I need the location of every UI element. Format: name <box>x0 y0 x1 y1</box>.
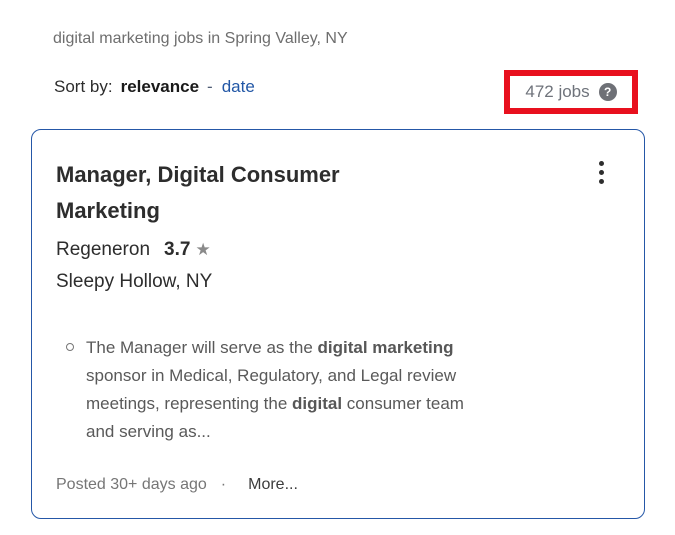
snippet-segment: The Manager will serve as the <box>86 338 318 357</box>
sort-by-label: Sort by: <box>54 77 113 96</box>
sort-bar: Sort by: relevance - date <box>54 75 255 99</box>
footer-separator: · <box>220 476 227 493</box>
job-count: 472 jobs <box>525 82 590 101</box>
company-row: Regeneron 3.7 ★ <box>56 234 620 266</box>
sort-separator: - <box>207 77 213 96</box>
snippet-segment: consumer team and serving as... <box>86 394 464 441</box>
posted-date: Posted 30+ days ago <box>56 476 207 493</box>
snippet-text: The Manager will serve as the digital ma… <box>86 334 496 446</box>
job-card-footer: Posted 30+ days ago · More... <box>56 474 620 496</box>
job-card[interactable]: Manager, Digital Consumer Marketing Rege… <box>31 129 645 519</box>
star-icon: ★ <box>195 240 211 259</box>
snippet-segment-bold: digital marketing <box>317 338 454 357</box>
sort-date-link[interactable]: date <box>221 77 255 96</box>
company-name[interactable]: Regeneron <box>56 239 151 260</box>
search-query-summary: digital marketing jobs in Spring Valley,… <box>53 30 348 47</box>
kebab-menu-icon[interactable] <box>593 161 609 189</box>
more-link[interactable]: More... <box>248 476 298 493</box>
job-title[interactable]: Manager, Digital Consumer Marketing <box>56 162 340 223</box>
snippet-segment-bold: digital <box>292 394 343 413</box>
job-snippet: The Manager will serve as the digital ma… <box>56 334 620 446</box>
job-location: Sleepy Hollow, NY <box>56 271 213 292</box>
snippet-segment: sponsor in Medical, Regulatory, and Lega… <box>86 366 457 413</box>
help-icon[interactable]: ? <box>598 83 617 101</box>
sort-relevance-option[interactable]: relevance <box>120 77 200 96</box>
bullet-icon <box>66 343 74 351</box>
job-count-annotation-box: 472 jobs ? <box>504 70 638 114</box>
company-rating: 3.7 <box>164 239 191 260</box>
